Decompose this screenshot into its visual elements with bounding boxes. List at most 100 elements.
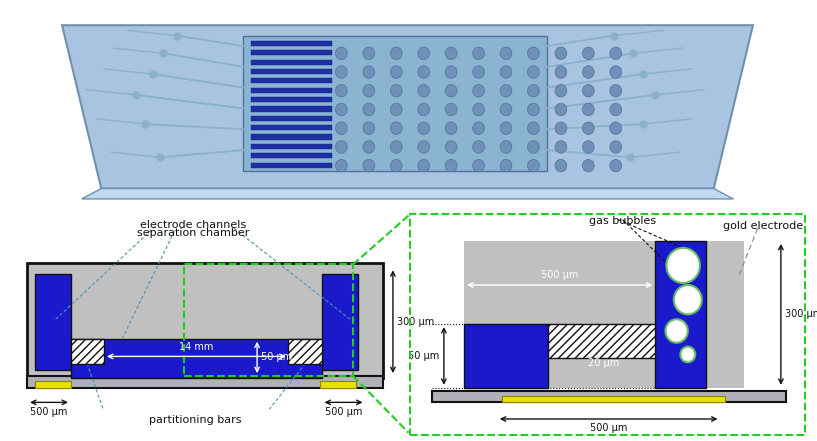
Circle shape: [528, 85, 539, 97]
Circle shape: [417, 141, 430, 153]
Text: separation chamber: separation chamber: [137, 228, 250, 238]
Polygon shape: [62, 25, 753, 189]
Circle shape: [445, 85, 457, 97]
Circle shape: [363, 159, 375, 172]
Circle shape: [445, 103, 457, 116]
Bar: [548, 324, 655, 359]
Circle shape: [363, 66, 375, 78]
Circle shape: [528, 47, 539, 60]
Circle shape: [363, 85, 375, 97]
Bar: [251, 41, 332, 46]
Circle shape: [363, 47, 375, 60]
Circle shape: [417, 122, 430, 135]
Bar: [319, 381, 356, 388]
Circle shape: [473, 47, 484, 60]
Circle shape: [363, 103, 375, 116]
Circle shape: [445, 141, 457, 153]
Circle shape: [391, 141, 402, 153]
Circle shape: [336, 103, 347, 116]
Circle shape: [528, 159, 539, 172]
Circle shape: [473, 103, 484, 116]
Circle shape: [445, 159, 457, 172]
Circle shape: [500, 66, 512, 78]
Circle shape: [363, 122, 375, 135]
Bar: [251, 50, 332, 56]
Text: 500 μm: 500 μm: [590, 423, 627, 433]
Circle shape: [500, 141, 512, 153]
Bar: [655, 241, 707, 388]
Circle shape: [666, 319, 688, 343]
Bar: [322, 274, 358, 370]
Bar: [251, 106, 332, 112]
Circle shape: [473, 66, 484, 78]
Bar: [288, 339, 322, 364]
Text: 20 μm: 20 μm: [588, 358, 619, 368]
Circle shape: [674, 285, 702, 314]
Circle shape: [555, 141, 567, 153]
Circle shape: [681, 347, 695, 362]
Bar: [251, 88, 332, 93]
Text: 300 μm: 300 μm: [784, 309, 817, 319]
Circle shape: [528, 122, 539, 135]
Bar: [35, 274, 71, 370]
Bar: [251, 69, 332, 74]
Circle shape: [555, 103, 567, 116]
Bar: [71, 339, 322, 378]
Circle shape: [609, 159, 622, 172]
Circle shape: [583, 141, 594, 153]
Bar: [251, 153, 332, 158]
Polygon shape: [82, 189, 734, 199]
Circle shape: [417, 85, 430, 97]
Circle shape: [336, 141, 347, 153]
Circle shape: [336, 122, 347, 135]
Text: 500 μm: 500 μm: [30, 407, 68, 417]
Bar: [251, 135, 332, 140]
Circle shape: [417, 47, 430, 60]
Circle shape: [500, 85, 512, 97]
Bar: [184, 265, 353, 376]
Bar: [431, 391, 786, 402]
Circle shape: [391, 159, 402, 172]
Circle shape: [555, 122, 567, 135]
Text: partitioning bars: partitioning bars: [149, 415, 242, 425]
Text: 300 μm: 300 μm: [397, 317, 434, 327]
Circle shape: [583, 47, 594, 60]
Circle shape: [609, 47, 622, 60]
Bar: [251, 144, 332, 149]
Circle shape: [500, 159, 512, 172]
Text: 500 μm: 500 μm: [325, 407, 362, 417]
Circle shape: [391, 122, 402, 135]
Text: 500 μm: 500 μm: [541, 270, 578, 280]
Bar: [251, 60, 332, 65]
Circle shape: [528, 103, 539, 116]
Circle shape: [336, 159, 347, 172]
Bar: [35, 381, 71, 388]
Bar: [251, 97, 332, 102]
Text: 50 μm: 50 μm: [408, 351, 440, 361]
Circle shape: [417, 159, 430, 172]
Circle shape: [445, 122, 457, 135]
Circle shape: [583, 159, 594, 172]
Circle shape: [583, 103, 594, 116]
Text: electrode channels: electrode channels: [141, 220, 247, 229]
Circle shape: [583, 85, 594, 97]
Text: 14 mm: 14 mm: [179, 343, 213, 352]
Circle shape: [391, 85, 402, 97]
Circle shape: [555, 85, 567, 97]
Circle shape: [555, 47, 567, 60]
Text: gas bubbles: gas bubbles: [589, 216, 656, 226]
Circle shape: [417, 103, 430, 116]
Circle shape: [473, 85, 484, 97]
Circle shape: [609, 141, 622, 153]
Bar: [464, 324, 548, 388]
Circle shape: [609, 103, 622, 116]
Circle shape: [336, 47, 347, 60]
Bar: [502, 396, 725, 402]
Circle shape: [609, 85, 622, 97]
Circle shape: [555, 66, 567, 78]
Circle shape: [667, 248, 700, 283]
Circle shape: [391, 47, 402, 60]
Bar: [243, 36, 547, 171]
Circle shape: [500, 103, 512, 116]
Circle shape: [500, 47, 512, 60]
